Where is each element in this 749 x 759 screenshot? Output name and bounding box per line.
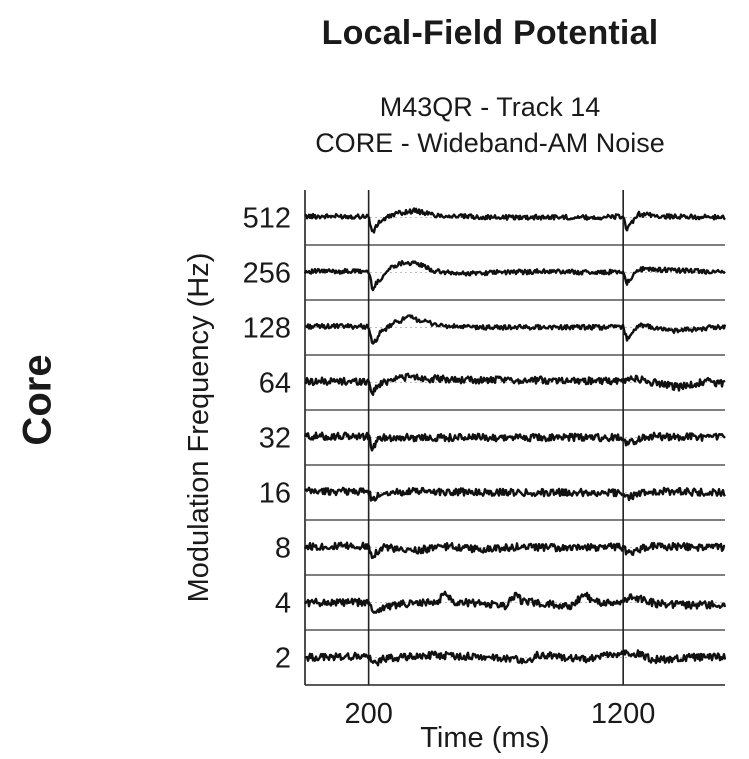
chart-subtitle-line2: CORE - Wideband-AM Noise <box>315 128 665 158</box>
y-tick-label: 128 <box>243 313 291 345</box>
trace-line-32 <box>303 431 726 452</box>
y-tick-label: 8 <box>275 533 291 565</box>
y-tick-label: 512 <box>243 203 291 235</box>
y-axis-title: Modulation Frequency (Hz) <box>183 253 215 603</box>
y-tick-label: 16 <box>259 478 291 510</box>
trace-line-2 <box>304 649 727 667</box>
trace-line-64 <box>304 372 726 396</box>
trace-line-16 <box>304 486 726 502</box>
chart-subtitle-line1: M43QR - Track 14 <box>379 92 601 122</box>
y-tick-label: 4 <box>275 588 291 620</box>
trace-line-128 <box>304 314 727 345</box>
y-tick-label: 32 <box>259 423 291 455</box>
trace-line-8 <box>303 541 726 560</box>
trace-line-4 <box>304 590 727 614</box>
x-axis-title: Time (ms) <box>420 722 549 754</box>
chart-title: Local-Field Potential <box>321 14 659 52</box>
y-tick-label: 256 <box>243 258 291 290</box>
y-tick-label: 64 <box>259 368 291 400</box>
trace-line-256 <box>303 260 726 292</box>
trace-line-512 <box>304 207 726 234</box>
x-tick-label: 1200 <box>591 698 656 730</box>
x-tick-label: 200 <box>344 698 392 730</box>
y-tick-label: 2 <box>275 643 291 675</box>
